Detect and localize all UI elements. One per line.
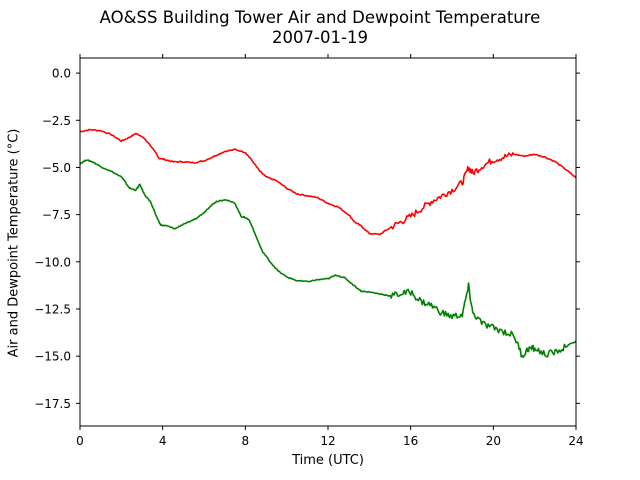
x-tick-label: 0 <box>76 434 84 448</box>
x-tick-label: 20 <box>486 434 501 448</box>
x-tick-label: 4 <box>159 434 167 448</box>
chart-title: AO&SS Building Tower Air and Dewpoint Te… <box>99 8 541 27</box>
y-tick-label: −10.0 <box>34 255 71 269</box>
series-line-2 <box>79 159 577 358</box>
x-tick-label: 8 <box>242 434 250 448</box>
x-tick-label: 12 <box>320 434 335 448</box>
chart-subtitle-date: 2007-01-19 <box>272 28 368 47</box>
axis-ticks: 0 4 8 12 16 20 24 0.0 −2.5 −5.0 −7.5 −10.0 −12.5 −15.… <box>34 54 584 448</box>
y-tick-label: −17.5 <box>34 397 71 411</box>
y-tick-label: −2.5 <box>42 114 71 128</box>
series-line-1 <box>79 128 577 236</box>
plot-lines <box>79 128 577 358</box>
plot-frame <box>79 57 577 427</box>
x-axis-label: Time (UTC) <box>292 453 364 468</box>
x-tick-label: 24 <box>568 434 583 448</box>
y-tick-label: −7.5 <box>42 208 71 222</box>
y-tick-label: −12.5 <box>34 302 71 316</box>
y-tick-label: 0.0 <box>52 67 71 81</box>
y-tick-label: −5.0 <box>42 161 71 175</box>
x-tick-label: 16 <box>403 434 418 448</box>
y-tick-label: −15.0 <box>34 350 71 364</box>
y-axis-label: Air and Dewpoint Temperature (°C) <box>6 128 22 358</box>
